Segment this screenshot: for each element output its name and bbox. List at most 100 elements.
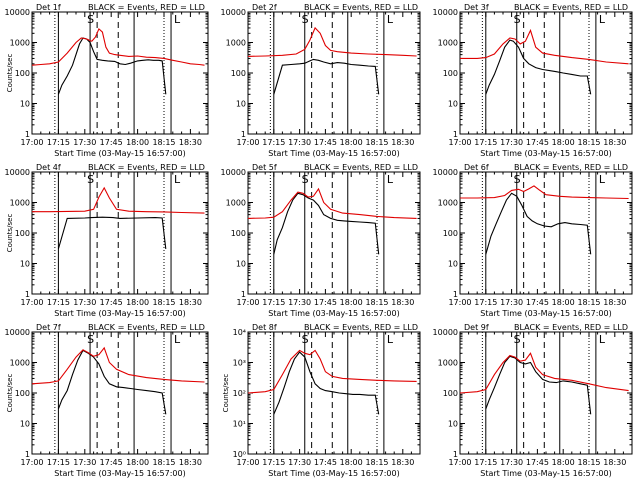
interval-letter: S: [302, 333, 309, 346]
panel-title: Det 2f: [252, 3, 277, 12]
interval-letter: S: [302, 13, 309, 26]
y-tick-label: 10¹: [233, 420, 246, 429]
x-tick-label: 18:30: [391, 138, 414, 147]
y-tick-label: 100: [15, 69, 30, 78]
x-tick-label: 18:30: [179, 458, 202, 467]
legend-text: BLACK = Events, RED = LLD: [514, 323, 628, 332]
interval-letter: L: [387, 333, 394, 346]
series-events: [485, 355, 592, 415]
x-tick-label: 18:00: [126, 138, 149, 147]
series-lld: [248, 349, 417, 394]
x-tick-label: 17:00: [20, 138, 43, 147]
series-events: [273, 58, 380, 95]
x-axis-title: Start Time (03-May-15 16:57:00): [480, 309, 611, 318]
panel-title: Det 6f: [464, 163, 489, 172]
x-tick-label: 17:45: [526, 138, 549, 147]
y-tick-label: 10000: [221, 8, 246, 17]
y-tick-label: 1: [25, 450, 30, 459]
y-tick-label: 10⁰: [233, 450, 246, 459]
x-tick-label: 17:30: [73, 298, 96, 307]
x-tick-label: 18:00: [552, 458, 575, 467]
legend-text: BLACK = Events, RED = LLD: [304, 323, 418, 332]
series-lld: [32, 346, 205, 385]
x-tick-label: 18:30: [179, 298, 202, 307]
x-tick-label: 18:15: [152, 458, 175, 467]
x-tick-label: 18:00: [552, 138, 575, 147]
x-tick-label: 18:15: [365, 298, 388, 307]
y-tick-label: 10000: [221, 168, 246, 177]
legend-text: BLACK = Events, RED = LLD: [304, 163, 418, 172]
y-tick-label: 10: [236, 260, 246, 269]
x-axis-title: Start Time (03-May-15 16:57:00): [54, 309, 185, 318]
legend-text: BLACK = Events, RED = LLD: [88, 3, 205, 12]
y-tick-label: 10²: [233, 389, 246, 398]
y-tick-label: 1: [241, 130, 246, 139]
interval-letter: S: [302, 173, 309, 186]
x-tick-label: 18:00: [552, 298, 575, 307]
x-tick-label: 18:00: [340, 298, 363, 307]
y-tick-label: 100: [231, 229, 246, 238]
series-events: [273, 192, 380, 255]
panel-title: Det 7f: [36, 323, 61, 332]
y-axis-title: Counts/sec: [222, 374, 230, 413]
y-tick-label: 10³: [233, 359, 246, 368]
x-tick-label: 17:15: [262, 138, 285, 147]
y-tick-label: 1: [453, 130, 458, 139]
panel-title: Det 8f: [252, 323, 277, 332]
interval-letter: S: [514, 13, 521, 26]
x-tick-label: 17:45: [100, 298, 123, 307]
y-tick-label: 1000: [10, 39, 30, 48]
x-tick-label: 17:00: [448, 298, 471, 307]
series-events: [57, 37, 167, 95]
y-tick-label: 1: [241, 290, 246, 299]
x-tick-label: 18:15: [577, 458, 600, 467]
interval-letter: L: [387, 13, 394, 26]
series-events: [485, 39, 592, 95]
panel-title: Det 3f: [464, 3, 489, 12]
x-tick-label: 17:00: [20, 298, 43, 307]
interval-letter: S: [514, 173, 521, 186]
y-tick-label: 100: [443, 389, 458, 398]
y-tick-label: 10: [20, 420, 30, 429]
series-lld: [460, 28, 629, 65]
interval-letter: L: [174, 173, 181, 186]
y-tick-label: 100: [443, 69, 458, 78]
x-axis-title: Start Time (03-May-15 16:57:00): [268, 309, 399, 318]
interval-letter: S: [87, 173, 94, 186]
series-events: [57, 349, 167, 415]
series-events: [485, 192, 592, 255]
y-tick-label: 10000: [433, 328, 458, 337]
panel-title: Det 9f: [464, 323, 489, 332]
x-tick-label: 17:45: [526, 458, 549, 467]
x-axis-title: Start Time (03-May-15 16:57:00): [54, 149, 185, 158]
y-tick-label: 10000: [5, 168, 30, 177]
x-tick-label: 17:30: [288, 458, 311, 467]
y-tick-label: 100: [15, 229, 30, 238]
interval-letter: S: [514, 333, 521, 346]
y-tick-label: 1000: [438, 39, 458, 48]
y-tick-label: 10: [448, 100, 458, 109]
y-tick-label: 1: [25, 130, 30, 139]
interval-letter: L: [387, 173, 394, 186]
x-axis-title: Start Time (03-May-15 16:57:00): [54, 469, 185, 478]
series-events: [273, 351, 380, 415]
x-tick-label: 18:15: [152, 298, 175, 307]
x-tick-label: 17:00: [236, 458, 259, 467]
x-axis-title: Start Time (03-May-15 16:57:00): [480, 469, 611, 478]
legend-text: BLACK = Events, RED = LLD: [514, 3, 628, 12]
x-tick-label: 17:00: [20, 458, 43, 467]
x-tick-label: 18:30: [603, 298, 626, 307]
y-tick-label: 1000: [438, 359, 458, 368]
x-tick-label: 17:45: [100, 138, 123, 147]
y-tick-label: 10000: [433, 168, 458, 177]
y-tick-label: 100: [231, 69, 246, 78]
x-tick-label: 17:15: [474, 458, 497, 467]
x-axis-title: Start Time (03-May-15 16:57:00): [480, 149, 611, 158]
x-tick-label: 17:15: [47, 138, 70, 147]
y-tick-label: 1: [25, 290, 30, 299]
